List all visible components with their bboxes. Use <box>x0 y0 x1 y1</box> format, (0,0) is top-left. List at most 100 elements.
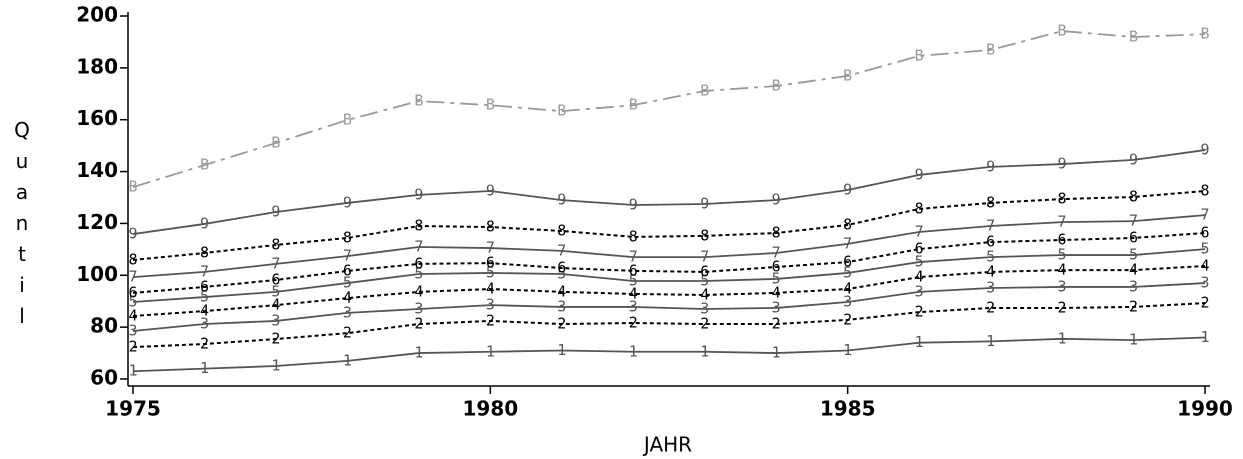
point-marker: 9 <box>414 185 423 203</box>
point-marker: 8 <box>915 199 924 217</box>
point-marker: 9 <box>1200 141 1209 159</box>
y-tick-label: 60 <box>90 366 118 390</box>
point-marker: 1 <box>557 341 566 359</box>
point-marker: B <box>986 40 995 58</box>
point-marker: 5 <box>557 264 566 282</box>
point-marker: 9 <box>1129 150 1138 168</box>
point-marker: 7 <box>1129 212 1138 230</box>
point-marker: 1 <box>1200 328 1209 346</box>
point-marker: 1 <box>843 341 852 359</box>
point-marker: 1 <box>271 357 280 375</box>
point-marker: 8 <box>1058 190 1067 208</box>
point-marker: 8 <box>414 217 423 235</box>
point-marker: 6 <box>915 240 924 258</box>
point-marker: 2 <box>557 315 566 333</box>
point-marker: 4 <box>629 284 638 302</box>
point-marker: 5 <box>629 271 638 289</box>
point-marker: B <box>1058 22 1067 40</box>
point-marker: 8 <box>1129 187 1138 205</box>
point-marker: 5 <box>843 263 852 281</box>
point-marker: 2 <box>1058 298 1067 316</box>
point-marker: 8 <box>343 228 352 246</box>
point-marker: 9 <box>700 194 709 212</box>
point-marker: B <box>843 66 852 84</box>
point-marker: 1 <box>200 359 209 377</box>
point-marker: 2 <box>271 330 280 348</box>
point-marker: 8 <box>986 193 995 211</box>
point-marker: 4 <box>343 289 352 307</box>
point-marker: 5 <box>1129 246 1138 264</box>
point-marker: 5 <box>128 292 137 310</box>
point-marker: 1 <box>414 344 423 362</box>
point-marker: 9 <box>986 157 995 175</box>
y-axis-title: Quantil <box>10 118 34 335</box>
point-marker: 5 <box>772 269 781 287</box>
y-tick-label: 180 <box>76 54 118 78</box>
point-marker: 7 <box>200 262 209 280</box>
point-marker: 6 <box>271 270 280 288</box>
point-marker: 7 <box>1200 206 1209 224</box>
point-marker: 2 <box>128 338 137 356</box>
point-marker: 5 <box>200 288 209 306</box>
point-marker: 8 <box>843 215 852 233</box>
point-marker: 7 <box>629 248 638 266</box>
point-marker: 7 <box>986 217 995 235</box>
point-marker: 4 <box>128 306 137 324</box>
series-line <box>132 30 1206 188</box>
x-tick-label: 1975 <box>105 397 161 421</box>
point-marker: 3 <box>557 297 566 315</box>
y-tick-label: 80 <box>90 314 118 338</box>
point-marker: 6 <box>200 277 209 295</box>
point-marker: 8 <box>200 243 209 261</box>
point-marker: B <box>700 81 709 99</box>
point-marker: 5 <box>986 248 995 266</box>
point-marker: 3 <box>915 282 924 300</box>
point-marker: 4 <box>1058 261 1067 279</box>
point-marker: 8 <box>128 250 137 268</box>
point-marker: 7 <box>128 268 137 286</box>
y-tick-label: 140 <box>76 158 118 182</box>
series-line <box>132 282 1206 332</box>
point-marker: 6 <box>843 253 852 271</box>
series-line <box>132 149 1206 235</box>
point-marker: 3 <box>772 298 781 316</box>
point-marker: B <box>629 96 638 114</box>
point-marker: B <box>343 110 352 128</box>
point-marker: 6 <box>986 233 995 251</box>
point-marker: 7 <box>843 234 852 252</box>
point-marker: 2 <box>700 315 709 333</box>
point-marker: 6 <box>557 259 566 277</box>
series-line <box>132 302 1206 349</box>
point-marker: 8 <box>700 226 709 244</box>
point-marker: 6 <box>700 262 709 280</box>
point-marker: 9 <box>915 165 924 183</box>
point-marker: 9 <box>271 203 280 221</box>
point-marker: 4 <box>986 262 995 280</box>
point-marker: 8 <box>772 224 781 242</box>
point-marker: 6 <box>486 254 495 272</box>
point-marker: 3 <box>843 292 852 310</box>
series-line <box>132 190 1206 261</box>
point-marker: 2 <box>843 310 852 328</box>
point-marker: 9 <box>772 191 781 209</box>
point-marker: 9 <box>486 182 495 200</box>
point-marker: 5 <box>343 274 352 292</box>
point-marker: 2 <box>414 315 423 333</box>
point-marker: 9 <box>343 193 352 211</box>
point-marker: 3 <box>128 322 137 340</box>
point-marker: 6 <box>629 261 638 279</box>
point-marker: 3 <box>486 296 495 314</box>
point-marker: 1 <box>343 351 352 369</box>
point-marker: 5 <box>915 253 924 271</box>
point-marker: 7 <box>271 254 280 272</box>
point-marker: 4 <box>1200 256 1209 274</box>
point-marker: 3 <box>414 299 423 317</box>
point-marker: 9 <box>557 191 566 209</box>
point-marker: 7 <box>414 238 423 256</box>
point-marker: 9 <box>128 225 137 243</box>
point-marker: 4 <box>915 268 924 286</box>
point-marker: 4 <box>772 283 781 301</box>
point-marker: 4 <box>200 302 209 320</box>
point-marker: 3 <box>700 299 709 317</box>
